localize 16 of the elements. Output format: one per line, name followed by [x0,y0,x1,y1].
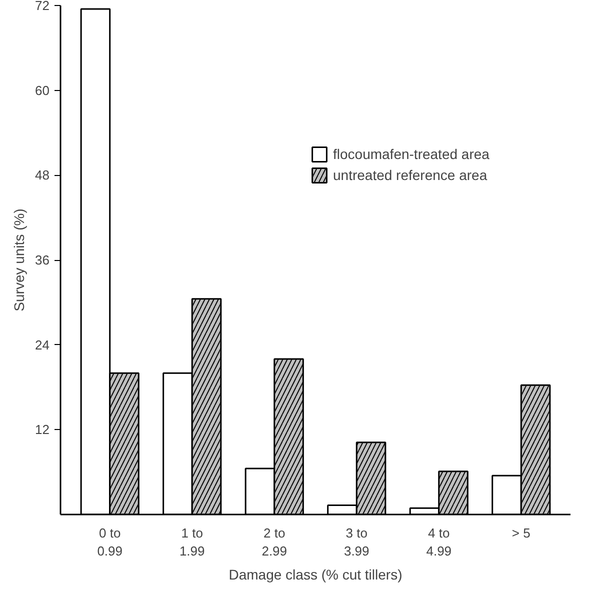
legend-label: untreated reference area [333,167,488,183]
x-tick-label: 2 to 2.99 [262,526,288,558]
x-tick-label: 4 to 4.99 [426,526,452,558]
y-tick-label: 60 [35,82,50,98]
x-axis-title: Damage class (% cut tillers) [228,566,402,582]
y-tick-label: 12 [35,422,50,438]
y-tick-label: 24 [35,337,50,352]
x-tick-label: 0 to 0.99 [97,526,123,558]
x-tick-label: 3 to 3.99 [344,526,370,558]
y-axis-title: Survey units (%) [11,208,28,312]
y-tick-label: 72 [35,0,50,13]
y-tick-label: 36 [35,252,50,268]
legend-label: flocoumafen-treated area [333,146,490,162]
y-tick-label: 48 [35,168,50,183]
x-tick-label: 1 to 1.99 [179,526,205,558]
x-tick-label: > 5 [512,526,530,540]
